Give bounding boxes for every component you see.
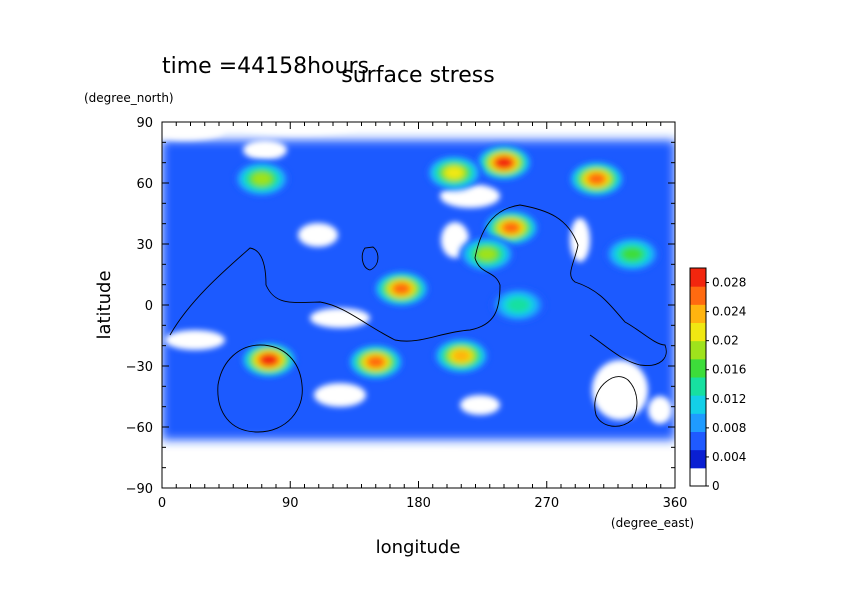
- hole: [243, 140, 287, 160]
- hole: [162, 122, 225, 140]
- stress-field: [162, 122, 675, 488]
- y-unit-label: (degree_north): [84, 91, 174, 105]
- colorbar-segment: [690, 377, 706, 396]
- colorbar-label: 0.024: [712, 305, 746, 319]
- colorbar-segment: [690, 413, 706, 432]
- hotspot: [490, 287, 547, 323]
- colorbar-segment: [690, 449, 706, 469]
- colorbar-segment: [690, 268, 706, 287]
- hotspot: [433, 337, 490, 374]
- y-axis-title: latitude: [94, 270, 115, 339]
- time-label: time =44158hours: [162, 54, 369, 79]
- y-tick-label: −30: [126, 360, 153, 375]
- hole: [280, 452, 560, 488]
- colorbar-segment: [690, 286, 706, 305]
- y-tick-label: 60: [136, 177, 153, 192]
- hotspot-level: [621, 247, 643, 261]
- colorbar-label: 0.004: [712, 450, 746, 464]
- hole: [570, 218, 590, 262]
- x-tick-label: 90: [282, 496, 299, 511]
- hole: [165, 330, 225, 350]
- y-tick-label: 90: [136, 116, 153, 131]
- coastline: [217, 344, 303, 433]
- colorbar-label: 0.028: [712, 276, 746, 290]
- hole: [460, 395, 500, 415]
- x-unit-label: (degree_east): [611, 516, 694, 530]
- hotspot: [373, 270, 430, 307]
- hotspot: [458, 236, 515, 273]
- x-tick-labels: 0 90 180 270 360: [158, 496, 688, 511]
- colorbar-segment: [690, 322, 706, 342]
- hotspot-level: [502, 222, 520, 234]
- hole: [648, 396, 672, 424]
- x-tick-label: 270: [534, 496, 559, 511]
- colorbar-label: 0.02: [712, 334, 739, 348]
- hotspot-layer: [233, 144, 661, 380]
- colorbar-segment: [690, 395, 706, 414]
- coastlines: [169, 204, 667, 433]
- hole: [298, 223, 338, 247]
- hotspot: [240, 341, 297, 378]
- colorbar-label: 0.012: [712, 392, 746, 406]
- hotspot-level: [452, 350, 470, 362]
- colorbar-segment: [690, 467, 706, 487]
- x-tick-label: 180: [406, 496, 431, 511]
- colorbar-labels: 0.028 0.024 0.02 0.016 0.012 0.008 0.004…: [712, 276, 746, 493]
- holes: [162, 122, 672, 488]
- hotspot-level: [495, 157, 513, 169]
- hotspot-level: [506, 297, 530, 313]
- colorbar-label: 0: [712, 479, 720, 493]
- colorbar-segment: [690, 304, 706, 323]
- ticks: [161, 121, 676, 489]
- colorbar: [689, 267, 709, 487]
- x-axis-title: longitude: [376, 537, 461, 558]
- hotspot: [347, 343, 404, 380]
- y-tick-labels: 90 60 30 0 −30 −60 −90: [126, 116, 153, 497]
- coastline: [361, 246, 379, 271]
- hotspot-level: [444, 166, 464, 179]
- y-tick-label: 0: [145, 299, 153, 314]
- hole: [540, 454, 660, 486]
- hotspot-level: [260, 354, 278, 366]
- hole: [310, 308, 370, 328]
- x-tick-label: 0: [158, 496, 166, 511]
- hotspot: [604, 236, 661, 273]
- colorbar-label: 0.016: [712, 363, 746, 377]
- coastline: [169, 204, 667, 366]
- hole: [314, 383, 366, 407]
- colorbar-segment: [690, 431, 706, 451]
- hotspot: [426, 154, 483, 191]
- coastline: [594, 376, 638, 427]
- y-tick-label: −60: [126, 421, 153, 436]
- hotspot-level: [367, 356, 385, 368]
- hole: [170, 466, 290, 488]
- hole: [240, 122, 360, 134]
- y-tick-label: 30: [136, 238, 153, 253]
- hotspot-level: [252, 172, 272, 186]
- colorbar-segment: [690, 340, 706, 360]
- colorbar-label: 0.008: [712, 421, 746, 435]
- hotspot: [233, 160, 290, 197]
- chart-title: surface stress: [341, 63, 494, 88]
- hotspot-level: [392, 283, 410, 295]
- colorbar-frame: [689, 267, 707, 487]
- x-tick-label: 360: [663, 496, 688, 511]
- hotspot: [568, 160, 625, 197]
- hole: [592, 360, 648, 420]
- hotspot-level: [588, 173, 606, 185]
- hotspot-level: [477, 247, 497, 261]
- y-tick-label: −90: [126, 482, 153, 497]
- hotspot: [476, 144, 532, 181]
- hotspot: [483, 209, 540, 246]
- colorbar-segment: [690, 358, 706, 378]
